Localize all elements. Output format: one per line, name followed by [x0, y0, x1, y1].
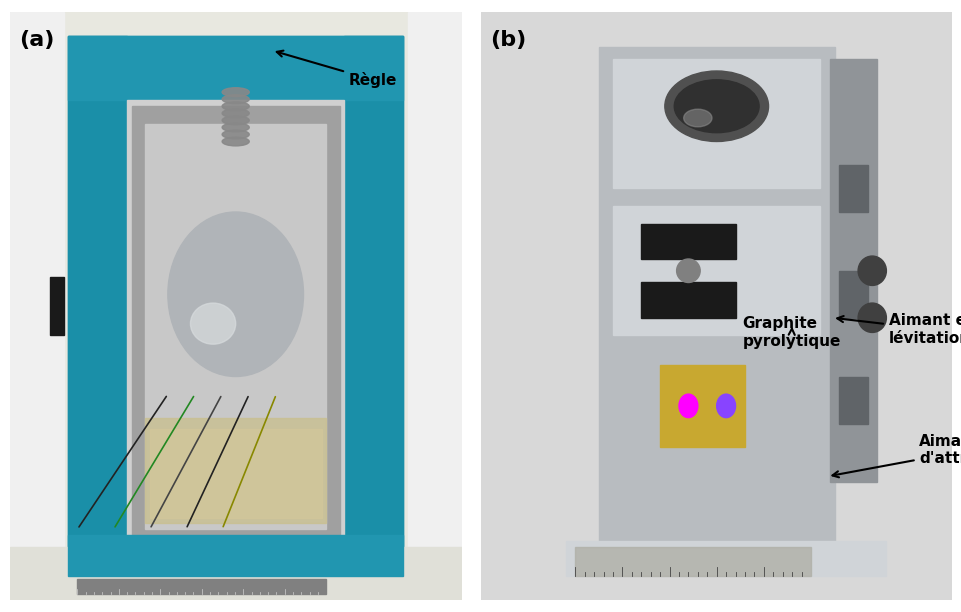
Bar [132, 106, 339, 547]
Text: Graphite
pyrolytique: Graphite pyrolytique [742, 316, 840, 349]
Bar [612, 59, 820, 188]
Bar [612, 206, 820, 335]
Bar [344, 35, 403, 553]
Ellipse shape [222, 88, 249, 97]
Bar [407, 12, 461, 570]
Ellipse shape [674, 80, 758, 133]
Bar [68, 35, 403, 553]
Ellipse shape [222, 130, 249, 139]
Ellipse shape [716, 394, 735, 417]
Ellipse shape [676, 259, 700, 283]
Ellipse shape [222, 102, 249, 111]
Text: Aimant
d'attraction: Aimant d'attraction [831, 434, 961, 477]
Bar [641, 224, 735, 259]
Text: Aimant en
lévitation: Aimant en lévitation [836, 313, 961, 346]
Bar [145, 124, 326, 529]
Bar [829, 59, 876, 482]
Ellipse shape [222, 95, 249, 103]
Ellipse shape [222, 116, 249, 125]
Bar [598, 48, 833, 564]
Ellipse shape [664, 71, 768, 141]
Bar [575, 547, 810, 577]
Bar [565, 541, 885, 577]
Ellipse shape [683, 109, 711, 127]
Ellipse shape [190, 303, 235, 344]
Bar [150, 430, 321, 518]
Bar [838, 271, 867, 318]
Bar [10, 547, 461, 600]
Ellipse shape [857, 303, 885, 332]
Text: (b): (b) [490, 30, 526, 50]
Ellipse shape [857, 256, 885, 285]
Ellipse shape [222, 137, 249, 146]
Bar [659, 365, 744, 447]
Bar [77, 579, 326, 594]
Bar [838, 376, 867, 424]
Text: (a): (a) [18, 30, 54, 50]
Bar [10, 12, 63, 570]
Bar [145, 417, 326, 523]
Bar [127, 100, 344, 553]
Bar [68, 35, 127, 553]
Bar [612, 353, 820, 471]
Bar [50, 277, 63, 335]
Ellipse shape [222, 123, 249, 132]
Bar [68, 35, 403, 100]
Bar [838, 165, 867, 212]
Bar [641, 283, 735, 318]
Bar [68, 535, 403, 577]
Ellipse shape [167, 212, 304, 376]
Text: Règle: Règle [277, 51, 397, 88]
Ellipse shape [222, 109, 249, 118]
Ellipse shape [678, 394, 697, 417]
